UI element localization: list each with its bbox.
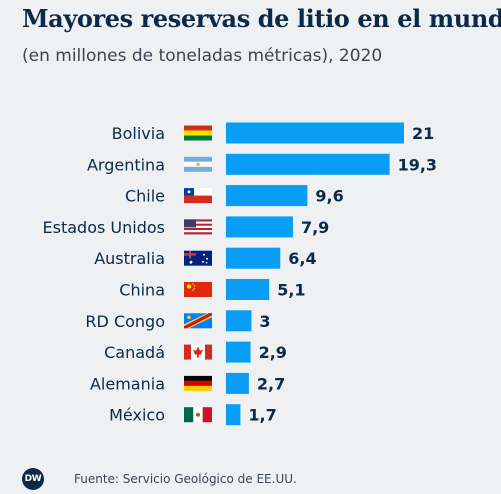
dw-logo-icon: DW — [22, 468, 44, 490]
category-label: China — [119, 281, 165, 300]
value-label: 5,1 — [277, 281, 305, 300]
category-label: Alemania — [90, 374, 165, 393]
category-label: Canadá — [104, 343, 165, 362]
bar — [226, 247, 281, 269]
value-label: 6,4 — [288, 249, 316, 268]
chart-subtitle: (en millones de toneladas métricas), 202… — [22, 46, 383, 66]
drcongo-flag — [184, 313, 212, 329]
bar — [226, 372, 249, 394]
value-label: 7,9 — [301, 218, 329, 237]
value-label: 2,7 — [257, 374, 285, 393]
china-flag — [184, 282, 212, 297]
australia-flag — [184, 250, 212, 266]
bar — [226, 404, 241, 426]
value-label: 1,7 — [248, 406, 276, 425]
bar-chart: Bolivia 21 Argentina 19,3 Chile 9,6 Estados Un… — [43, 122, 437, 426]
bar — [226, 279, 270, 300]
bar — [226, 310, 252, 332]
footer: DW Fuente: Servicio Geológico de EE.UU. — [22, 467, 297, 491]
canada-flag — [184, 344, 212, 360]
category-label: Argentina — [87, 155, 165, 174]
bar — [226, 216, 293, 238]
category-label: México — [109, 406, 165, 425]
category-label: Estados Unidos — [43, 218, 165, 237]
category-label: Bolivia — [112, 124, 165, 143]
germany-flag — [184, 375, 212, 391]
value-label: 9,6 — [315, 187, 343, 206]
bar — [226, 341, 251, 363]
value-label: 2,9 — [259, 343, 287, 362]
value-label: 19,3 — [398, 155, 437, 174]
argentina-flag — [184, 156, 212, 172]
chart-title: Mayores reservas de litio en el mundo — [22, 4, 501, 33]
bar — [226, 122, 404, 144]
category-label: Chile — [125, 187, 165, 206]
chile-flag — [184, 188, 212, 204]
category-label: RD Congo — [85, 312, 165, 331]
bolivia-flag — [184, 125, 212, 141]
bar — [226, 185, 308, 207]
value-label: 3 — [259, 312, 270, 331]
usa-flag — [184, 219, 212, 235]
source-note: Fuente: Servicio Geológico de EE.UU. — [74, 472, 297, 486]
category-label: Australia — [94, 249, 165, 268]
bar — [226, 153, 390, 175]
mexico-flag — [184, 407, 212, 423]
value-label: 21 — [412, 124, 434, 143]
